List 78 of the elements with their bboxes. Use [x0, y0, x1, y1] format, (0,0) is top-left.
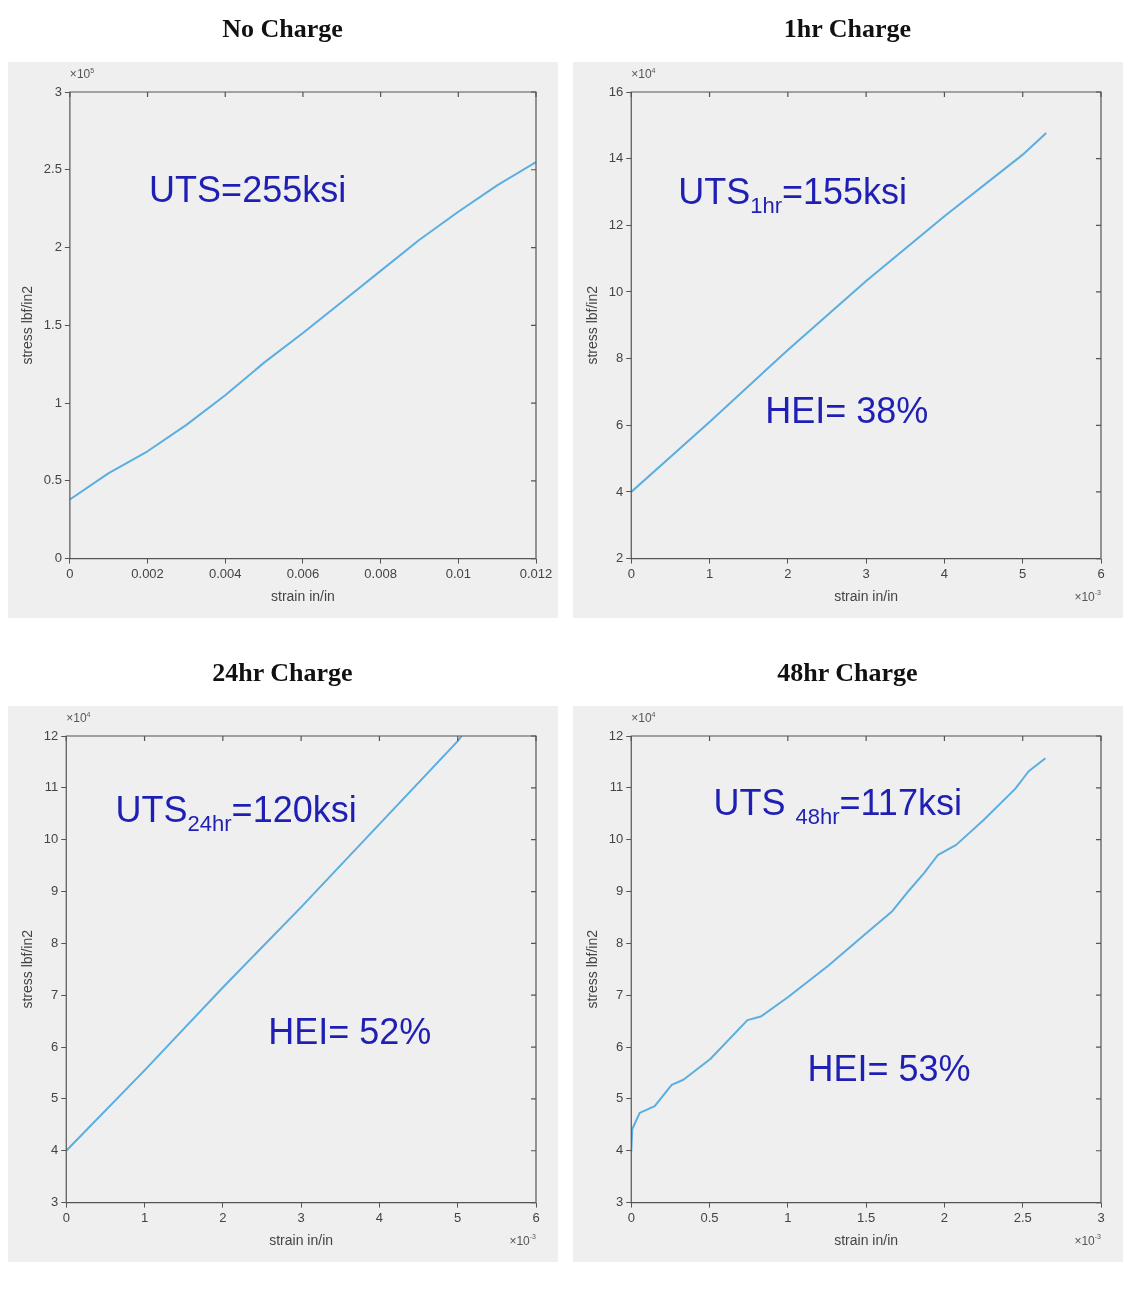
annotation: HEI= 38%	[765, 390, 929, 432]
y-tick-label: 7	[51, 986, 59, 1002]
x-tick-label: 0	[627, 1209, 635, 1225]
x-tick-label: 0.012	[519, 565, 553, 581]
annotation: HEI= 52%	[268, 1010, 432, 1052]
y-tick-label: 1.5	[43, 316, 62, 332]
chart-title: 1hr Charge	[782, 13, 913, 45]
x-axis-title: strain in/in	[834, 1232, 899, 1249]
y-tick-label: 12	[608, 216, 624, 232]
y-tick-label: 4	[616, 1142, 624, 1158]
y-tick-label: 0	[54, 550, 62, 566]
annotation: HEI= 53%	[807, 1048, 971, 1090]
y-tick-label: 2	[616, 550, 624, 566]
x-tick-label: 0.5	[700, 1209, 719, 1225]
y-axis-title: stress lbf/in2	[19, 285, 36, 365]
y-tick-label: 6	[616, 416, 624, 432]
x-tick-label: 1	[784, 1209, 792, 1225]
x-tick-label: 2	[940, 1209, 949, 1225]
x-tick-label: 0.01	[445, 565, 471, 581]
y-tick-label: 5	[51, 1090, 59, 1106]
y-tick-label: 5	[616, 1090, 624, 1106]
x-tick-label: 5	[454, 1209, 462, 1225]
x-tick-label: 0.002	[131, 565, 164, 581]
y-axis-title: stress lbf/in2	[584, 285, 601, 365]
x-tick-label: 6	[1097, 565, 1105, 581]
y-tick-label: 8	[51, 934, 59, 950]
x-tick-label: 5	[1019, 565, 1027, 581]
y-tick-label: 12	[608, 727, 624, 743]
x-tick-label: 4	[940, 565, 949, 581]
x-axis-title: strain in/in	[834, 588, 899, 605]
chart-title: 48hr Charge	[776, 657, 919, 689]
y-tick-label: 2.5	[43, 161, 62, 177]
y-tick-label: 11	[609, 779, 624, 795]
y-tick-label: 14	[608, 150, 624, 166]
y-tick-label: 16	[608, 83, 624, 99]
x-tick-label: 2	[219, 1209, 227, 1225]
y-tick-label: 9	[51, 883, 59, 899]
x-tick-label: 0.008	[364, 565, 397, 581]
x-tick-label: 0	[66, 565, 74, 581]
x-tick-label: 0	[627, 565, 635, 581]
x-tick-label: 3	[297, 1209, 305, 1225]
y-tick-label: 4	[616, 483, 624, 499]
x-axis-title: strain in/in	[269, 1232, 334, 1249]
x-tick-label: 1	[140, 1209, 149, 1225]
x-tick-label: 3	[1097, 1209, 1105, 1225]
y-tick-label: 0.5	[43, 472, 62, 488]
y-tick-label: 11	[44, 779, 59, 795]
chart-title: No Charge	[221, 13, 344, 45]
y-tick-label: 10	[43, 831, 59, 847]
y-axis-title: stress lbf/in2	[19, 929, 36, 1009]
x-tick-label: 4	[375, 1209, 384, 1225]
annotation: UTS=255ksi	[149, 168, 347, 210]
y-tick-label: 6	[51, 1038, 59, 1054]
y-tick-label: 7	[616, 986, 624, 1002]
y-tick-label: 4	[51, 1142, 59, 1158]
y-tick-label: 3	[51, 1194, 59, 1210]
y-tick-label: 1	[54, 394, 62, 410]
y-tick-label: 9	[616, 883, 624, 899]
x-tick-label: 2	[784, 565, 792, 581]
x-tick-label: 1.5	[857, 1209, 876, 1225]
x-tick-label: 6	[532, 1209, 540, 1225]
y-tick-label: 10	[608, 831, 624, 847]
y-tick-label: 8	[616, 350, 624, 366]
y-tick-label: 6	[616, 1038, 624, 1054]
chart-title: 24hr Charge	[211, 657, 354, 689]
y-axis-title: stress lbf/in2	[584, 929, 601, 1009]
x-tick-label: 3	[862, 565, 870, 581]
x-tick-label: 0.004	[208, 565, 242, 581]
x-axis-title: strain in/in	[271, 588, 335, 605]
y-tick-label: 8	[616, 934, 624, 950]
x-tick-label: 2.5	[1013, 1209, 1032, 1225]
x-tick-label: 0.006	[286, 565, 320, 581]
y-tick-label: 3	[616, 1194, 624, 1210]
y-tick-label: 12	[43, 727, 59, 743]
y-tick-label: 3	[54, 83, 62, 99]
x-tick-label: 1	[705, 565, 714, 581]
y-tick-label: 10	[608, 283, 624, 299]
y-tick-label: 2	[54, 239, 62, 255]
